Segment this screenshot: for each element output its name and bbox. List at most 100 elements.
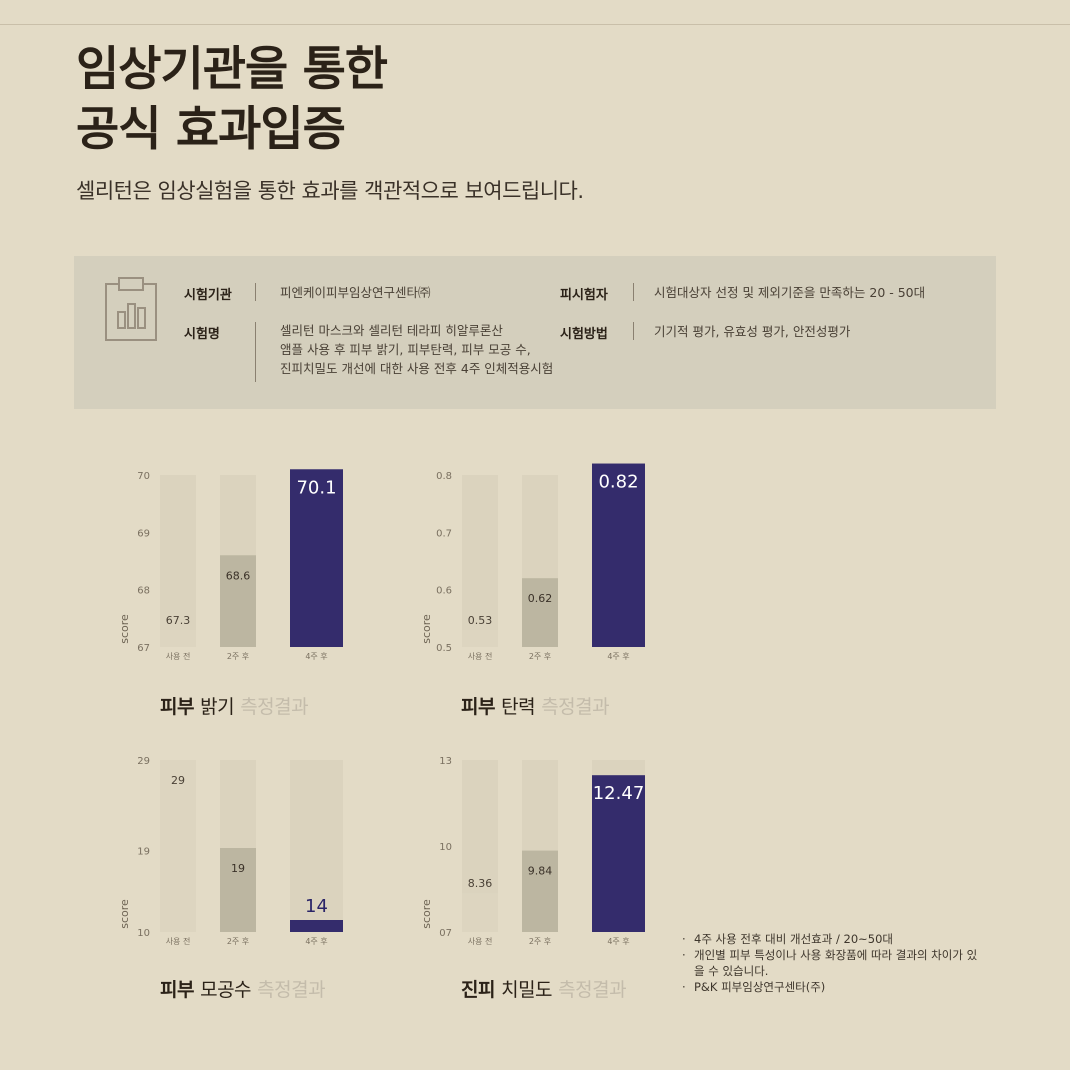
data-label: 29 (171, 774, 185, 787)
data-label: 70.1 (296, 477, 336, 498)
y-axis-label: score (420, 899, 433, 929)
test-name-line-2: 앰플 사용 후 피부 밝기, 피부탄력, 피부 모공 수, (280, 342, 531, 357)
caption-rest: 치밀도 (501, 979, 553, 1001)
clipboard-chart-icon (104, 276, 158, 346)
y-axis-label: score (118, 899, 131, 929)
bar (522, 578, 558, 647)
caption-light: 측정결과 (240, 696, 309, 718)
x-tick-label: 2주 후 (529, 937, 551, 946)
method-divider (633, 322, 634, 340)
x-tick-label: 4주 후 (305, 652, 327, 661)
caption-light: 측정결과 (558, 979, 627, 1001)
org-label: 시험기관 (184, 288, 232, 303)
y-tick-label: 19 (137, 847, 150, 858)
bar (522, 850, 558, 932)
caption-bold: 진피 (461, 979, 495, 1001)
caption-bold: 피부 (160, 696, 194, 718)
y-axis-label: score (420, 614, 433, 644)
bar (462, 893, 498, 932)
y-tick-label: 10 (137, 928, 150, 939)
caption-bold: 피부 (461, 696, 495, 718)
subject-divider (633, 283, 634, 301)
data-label: 8.36 (468, 877, 493, 890)
bar (290, 920, 343, 932)
caption-skin-brightness: 피부 밝기 측정결과 (160, 692, 309, 719)
data-label: 0.53 (468, 614, 493, 627)
y-axis-label: score (118, 614, 131, 644)
data-label: 0.82 (598, 472, 638, 493)
data-label: 68.6 (226, 569, 251, 582)
caption-rest: 모공수 (200, 979, 252, 1001)
y-tick-label: 67 (137, 643, 150, 654)
top-divider (0, 24, 1070, 25)
caption-dermal-density: 진피 치밀도 측정결과 (461, 975, 627, 1002)
bar-track (290, 760, 343, 932)
test-name-line-3: 진피치밀도 개선에 대한 사용 전후 4주 인체적용시험 (280, 361, 554, 376)
bar (160, 629, 196, 647)
bar (220, 555, 256, 647)
test-name-label: 시험명 (184, 327, 220, 342)
chart-skin-elasticity: 0.8 0.7 0.6 0.5 score 0.53 사용 전 0.62 2주 후 0.82 4주 … (412, 463, 672, 670)
org-divider (255, 283, 256, 301)
subject-label: 피시험자 (560, 288, 608, 303)
footnote-1: 4주 사용 전후 대비 개선효과 / 20~50대 (682, 931, 982, 947)
org-value: 피엔케이피부임상연구센타㈜ (280, 285, 431, 300)
bar (290, 469, 343, 647)
title-line-1: 임상기관을 통한 (76, 42, 388, 97)
caption-bold: 피부 (160, 979, 194, 1001)
x-tick-label: 4주 후 (607, 937, 629, 946)
y-tick-label: 13 (439, 756, 452, 767)
x-tick-label: 사용 전 (166, 651, 191, 661)
data-label: 0.62 (528, 592, 553, 605)
x-tick-label: 사용 전 (468, 651, 493, 661)
trial-info-panel: 시험기관 피엔케이피부임상연구센타㈜ 시험명 셀리턴 마스크와 셀리턴 테라피 … (74, 256, 996, 409)
chart-skin-brightness: 70 69 68 67 score 67.3 사용 전 68.6 2주 후 70.1 4주 후 (110, 469, 370, 670)
x-tick-label: 2주 후 (227, 652, 249, 661)
x-tick-label: 4주 후 (305, 937, 327, 946)
bar (592, 463, 645, 647)
footnotes: 4주 사용 전후 대비 개선효과 / 20~50대 개인별 피부 특성이나 사용… (682, 931, 982, 995)
data-label: 9.84 (528, 865, 553, 878)
test-name-value: 셀리턴 마스크와 셀리턴 테라피 히알루론산 앰플 사용 후 피부 밝기, 피부… (280, 321, 553, 378)
bar (220, 848, 256, 932)
y-tick-label: 10 (439, 842, 452, 853)
test-name-divider (255, 322, 256, 382)
y-tick-label: 70 (137, 471, 150, 482)
y-tick-label: 0.5 (436, 643, 452, 654)
data-label: 19 (231, 862, 245, 875)
y-tick-label: 69 (137, 528, 150, 539)
y-tick-label: 0.6 (436, 586, 452, 597)
caption-light: 측정결과 (257, 979, 326, 1001)
caption-pore-count: 피부 모공수 측정결과 (160, 975, 326, 1002)
y-tick-label: 07 (439, 928, 452, 939)
method-value: 기기적 평가, 유효성 평가, 안전성평가 (654, 324, 851, 339)
footnote-3: P&K 피부임상연구센타(주) (682, 979, 982, 995)
x-tick-label: 2주 후 (227, 937, 249, 946)
footnote-2: 개인별 피부 특성이나 사용 화장품에 따라 결과의 차이가 있을 수 있습니다… (682, 947, 982, 979)
x-tick-label: 사용 전 (468, 936, 493, 946)
chart-pore-count: 29 19 10 score 29 사용 전 19 2주 후 14 4주 후 (110, 755, 370, 955)
y-tick-label: 0.8 (436, 471, 452, 482)
caption-light: 측정결과 (541, 696, 610, 718)
title-line-2: 공식 효과입증 (76, 102, 346, 157)
x-tick-label: 2주 후 (529, 652, 551, 661)
bar (462, 629, 498, 647)
y-tick-label: 29 (137, 756, 150, 767)
bar-track (462, 475, 498, 647)
data-label: 12.47 (593, 783, 645, 804)
chart-dermal-density: 13 10 07 score 8.36 사용 전 9.84 2주 후 12.47 4주 후 (412, 755, 672, 955)
caption-rest: 밝기 (200, 696, 235, 718)
data-label: 14 (305, 896, 328, 917)
subject-value: 시험대상자 선정 및 제외기준을 만족하는 20 - 50대 (654, 285, 926, 300)
caption-rest: 탄력 (501, 696, 536, 718)
page-title: 임상기관을 통한 공식 효과입증 (76, 40, 388, 160)
caption-skin-elasticity: 피부 탄력 측정결과 (461, 692, 610, 719)
page-subtitle: 셀리턴은 임상실험을 통한 효과를 객관적으로 보여드립니다. (76, 179, 584, 203)
data-label: 67.3 (166, 614, 191, 627)
y-tick-label: 68 (137, 586, 150, 597)
method-label: 시험방법 (560, 327, 608, 342)
y-tick-label: 0.7 (436, 528, 452, 539)
x-tick-label: 사용 전 (166, 936, 191, 946)
bar-track (160, 475, 196, 647)
x-tick-label: 4주 후 (607, 652, 629, 661)
